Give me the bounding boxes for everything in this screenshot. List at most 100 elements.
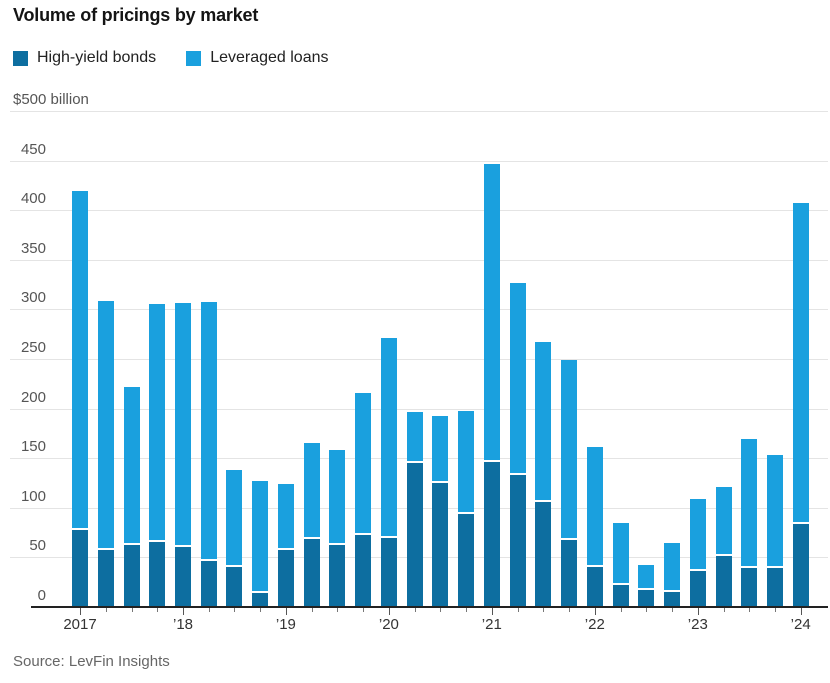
gridline-350: [10, 259, 828, 261]
bar-segment-high-yield-bonds: [483, 460, 500, 607]
bar-2019-q2: [303, 443, 320, 607]
x-minor-tick: [543, 608, 545, 612]
x-minor-tick: [749, 608, 751, 612]
bar-2018-q2: [200, 301, 217, 607]
x-minor-tick: [646, 608, 648, 612]
gridline-500: [10, 111, 828, 112]
bar-2018-q1: [175, 302, 191, 607]
bar-segment-high-yield-bonds: [123, 542, 140, 607]
y-tick-label-0: 0: [37, 587, 46, 604]
gridline-450: [10, 160, 828, 162]
bar-2017-q4: [149, 304, 166, 607]
legend: High-yield bonds Leveraged loans: [13, 49, 329, 67]
gridline-200: [10, 408, 828, 410]
bar-segment-high-yield-bonds: [638, 588, 655, 607]
bar-segment-high-yield-bonds: [792, 521, 809, 607]
x-minor-tick: [440, 608, 442, 612]
x-year-label-2017: 2017: [63, 616, 97, 633]
bar-2020-q2: [406, 411, 423, 607]
bar-segment-high-yield-bonds: [72, 527, 88, 607]
x-minor-tick: [260, 608, 262, 612]
x-major-tick: [697, 608, 699, 615]
legend-swatch-high-yield-bonds: [13, 50, 28, 66]
bar-segment-high-yield-bonds: [689, 569, 706, 607]
gridline-300: [10, 309, 828, 311]
y-tick-label-100: 100: [20, 487, 46, 505]
x-major-tick: [80, 608, 81, 615]
bar-2023-q4: [767, 455, 783, 607]
x-year-label-23: ’23: [687, 616, 708, 633]
x-minor-tick: [131, 608, 133, 612]
x-minor-tick: [620, 608, 622, 612]
bar-2019-q4: [355, 392, 372, 607]
x-minor-tick: [208, 608, 210, 612]
x-major-tick: [285, 608, 287, 615]
bar-2020-q3: [432, 415, 449, 607]
gridline-400: [10, 210, 828, 212]
bar-2020-q4: [458, 410, 475, 607]
y-tick-label-250: 250: [20, 339, 46, 356]
bar-2019-q3: [329, 450, 346, 607]
x-minor-tick: [775, 608, 776, 612]
y-tick-label-450: 450: [20, 140, 46, 158]
x-minor-tick: [672, 608, 673, 612]
x-major-tick: [594, 608, 596, 615]
x-year-label-18: ’18: [172, 616, 194, 633]
x-major-tick: [491, 608, 493, 615]
bar-segment-high-yield-bonds: [458, 511, 475, 607]
y-tick-label-300: 300: [20, 289, 46, 307]
bar-segment-high-yield-bonds: [303, 536, 320, 607]
x-year-label-21: ’21: [481, 616, 502, 633]
x-minor-tick: [414, 608, 416, 612]
bar-segment-high-yield-bonds: [535, 499, 552, 607]
bar-2017-q2: [97, 300, 114, 607]
bar-segment-high-yield-bonds: [561, 537, 578, 607]
bar-2019-q1: [277, 484, 294, 607]
bar-2022-q4: [664, 542, 680, 607]
x-axis-line: [31, 606, 828, 608]
bar-2022-q1: [586, 447, 603, 607]
y-tick-label-50: 50: [29, 537, 46, 555]
x-minor-tick: [723, 608, 725, 612]
bar-2023-q3: [741, 439, 758, 607]
x-major-tick: [800, 608, 802, 615]
source-note: Source: LevFin Insights: [13, 653, 170, 670]
bar-2022-q3: [638, 565, 655, 607]
bar-segment-high-yield-bonds: [175, 544, 191, 607]
legend-label: Leveraged loans: [210, 49, 329, 66]
bar-segment-high-yield-bonds: [612, 583, 629, 607]
legend-item-high-yield-bonds: High-yield bonds: [13, 49, 156, 67]
bar-segment-high-yield-bonds: [432, 481, 449, 607]
bar-segment-high-yield-bonds: [97, 547, 114, 607]
bar-segment-high-yield-bonds: [664, 590, 680, 607]
bar-segment-high-yield-bonds: [406, 461, 423, 607]
bar-segment-high-yield-bonds: [586, 565, 603, 607]
x-minor-tick: [105, 608, 107, 612]
gridline-250: [10, 359, 828, 360]
y-tick-label-400: 400: [20, 190, 46, 208]
bar-segment-high-yield-bonds: [149, 539, 166, 607]
bar-2017-q1: [72, 191, 88, 607]
bar-segment-high-yield-bonds: [715, 554, 732, 607]
x-minor-tick: [466, 608, 468, 612]
x-major-tick: [183, 608, 184, 615]
y-axis-top-label: $500 billion: [13, 91, 89, 108]
bar-2017-q3: [123, 386, 140, 607]
chart-title: Volume of pricings by market: [13, 5, 259, 25]
bar-segment-high-yield-bonds: [200, 559, 217, 607]
bar-segment-high-yield-bonds: [509, 473, 526, 607]
bar-2021-q3: [535, 342, 552, 607]
bar-2018-q3: [226, 470, 243, 607]
bar-segment-high-yield-bonds: [226, 565, 243, 607]
bar-segment-high-yield-bonds: [277, 547, 294, 607]
bar-2021-q1: [483, 163, 500, 607]
x-year-label-19: ’19: [275, 616, 296, 633]
bar-2021-q2: [509, 282, 526, 607]
bar-2023-q1: [689, 498, 706, 607]
bar-segment-high-yield-bonds: [252, 591, 269, 607]
legend-label: High-yield bonds: [37, 49, 157, 66]
bar-segment-high-yield-bonds: [767, 566, 783, 607]
bar-segment-high-yield-bonds: [380, 535, 397, 607]
legend-swatch-leveraged-loans: [186, 50, 202, 66]
